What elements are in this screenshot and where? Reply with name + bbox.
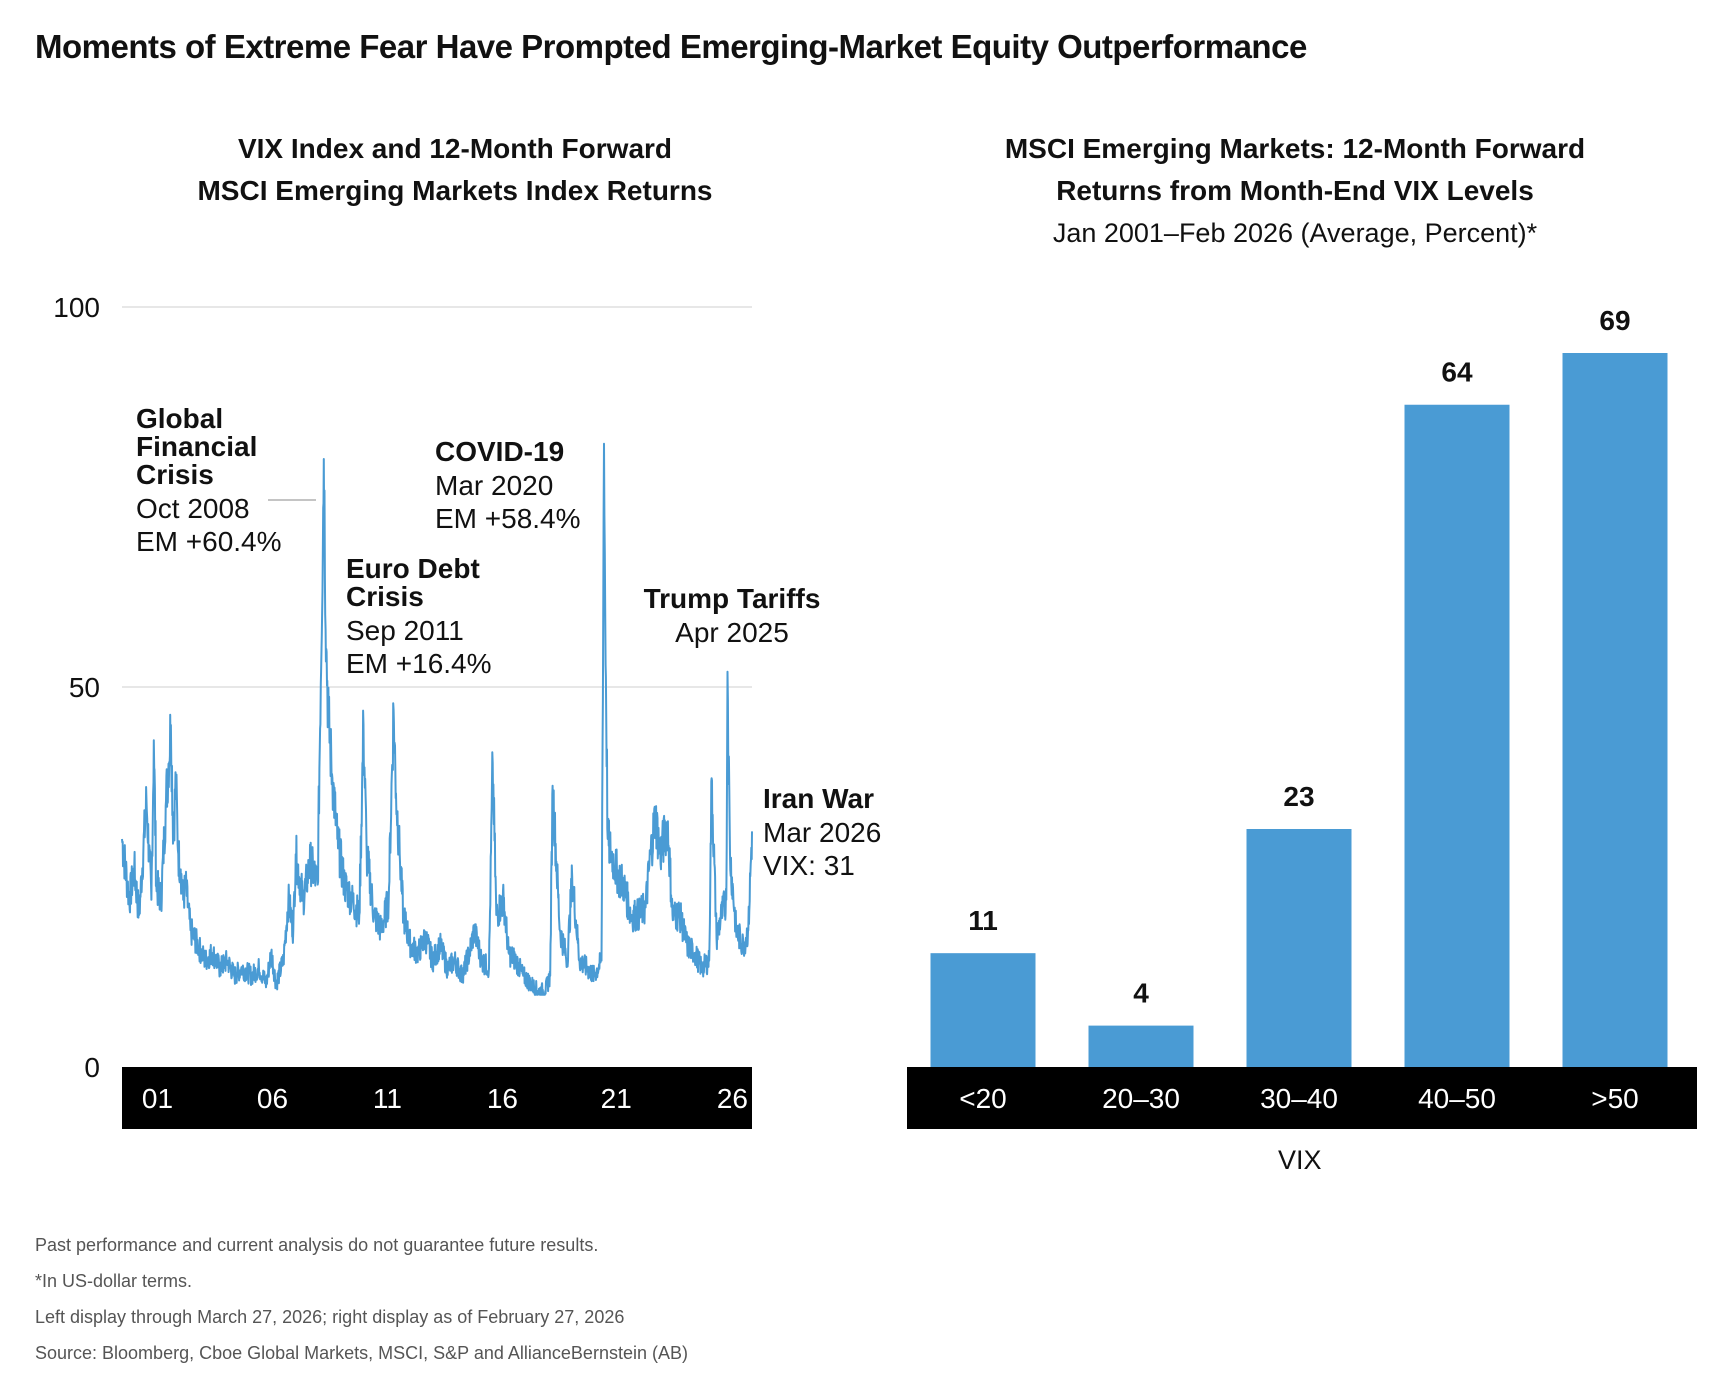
- left-x-axis-band: [122, 1067, 752, 1129]
- main-title: Moments of Extreme Fear Have Prompted Em…: [35, 28, 1307, 65]
- bar-1: [930, 953, 1036, 1067]
- bar-value-label: 69: [1599, 305, 1630, 336]
- bar-value-label: 23: [1283, 781, 1314, 812]
- right-chart-x-axis-title: VIX: [1278, 1145, 1322, 1175]
- footnote-dates: Left display through March 27, 2026; rig…: [35, 1307, 625, 1327]
- x-tick-label: 01: [142, 1083, 173, 1114]
- trump-tariffs-annotation-title: Trump Tariffs: [644, 583, 821, 614]
- footnote-source: Source: Bloomberg, Cboe Global Markets, …: [35, 1343, 688, 1363]
- euro-debt-annotation-title: Euro Debt: [346, 553, 480, 584]
- x-category-label: >50: [1591, 1083, 1639, 1114]
- vix-line: [121, 442, 753, 996]
- gfc-annotation-title: Global: [136, 403, 223, 434]
- iran-war-annotation-title: Iran War: [763, 783, 874, 814]
- left-chart-title-line1: VIX Index and 12-Month Forward: [237, 133, 673, 164]
- x-tick-label: 11: [373, 1083, 402, 1114]
- euro-debt-annotation-detail: Sep 2011: [346, 615, 464, 646]
- trump-tariffs-annotation-detail: Apr 2025: [675, 617, 789, 648]
- x-tick-label: 16: [487, 1083, 518, 1114]
- right-chart-subtitle: Jan 2001–Feb 2026 (Average, Percent)*: [1052, 218, 1538, 248]
- x-category-label: 30–40: [1260, 1083, 1338, 1114]
- iran-war-annotation-detail: VIX: 31: [763, 850, 855, 881]
- footnote-currency: *In US-dollar terms.: [35, 1271, 193, 1291]
- bar-3: [1246, 829, 1352, 1067]
- gfc-annotation-detail: EM +60.4%: [136, 526, 282, 557]
- gfc-annotation-title: Financial: [136, 431, 257, 462]
- left-chart-title-line2: MSCI Emerging Markets Index Returns: [197, 175, 713, 206]
- x-category-label: 40–50: [1418, 1083, 1496, 1114]
- iran-war-annotation-detail: Mar 2026: [763, 817, 881, 848]
- covid-annotation-detail: EM +58.4%: [435, 503, 581, 534]
- euro-debt-annotation-detail: EM +16.4%: [346, 648, 492, 679]
- bar-4: [1404, 404, 1510, 1067]
- x-category-label: <20: [959, 1083, 1007, 1114]
- gfc-annotation-title: Crisis: [136, 459, 214, 490]
- x-tick-label: 06: [257, 1083, 288, 1114]
- covid-annotation-detail: Mar 2020: [435, 470, 553, 501]
- bar-2: [1088, 1025, 1194, 1067]
- euro-debt-annotation-title: Crisis: [346, 581, 424, 612]
- bar-value-label: 4: [1133, 978, 1149, 1009]
- right-chart-title: MSCI Emerging Markets: 12-Month Forward …: [905, 128, 1685, 212]
- right-x-axis-band: [907, 1067, 1697, 1129]
- right-chart-title-line2: Returns from Month-End VIX Levels: [1056, 175, 1534, 206]
- y-tick-label: 0: [84, 1052, 100, 1083]
- x-tick-label: 26: [717, 1083, 748, 1114]
- covid-annotation-title: COVID-19: [435, 436, 564, 467]
- bar-value-label: 64: [1441, 357, 1473, 388]
- footnote-disclaimer: Past performance and current analysis do…: [35, 1235, 599, 1255]
- left-chart-title: VIX Index and 12-Month Forward MSCI Emer…: [105, 128, 805, 212]
- x-category-label: 20–30: [1102, 1083, 1180, 1114]
- gfc-annotation-detail: Oct 2008: [136, 493, 250, 524]
- y-tick-label: 50: [69, 672, 100, 703]
- bar-value-label: 11: [968, 905, 998, 936]
- x-tick-label: 21: [601, 1083, 632, 1114]
- right-chart-title-line1: MSCI Emerging Markets: 12-Month Forward: [1004, 133, 1586, 164]
- bar-5: [1562, 353, 1668, 1067]
- y-tick-label: 100: [53, 292, 100, 323]
